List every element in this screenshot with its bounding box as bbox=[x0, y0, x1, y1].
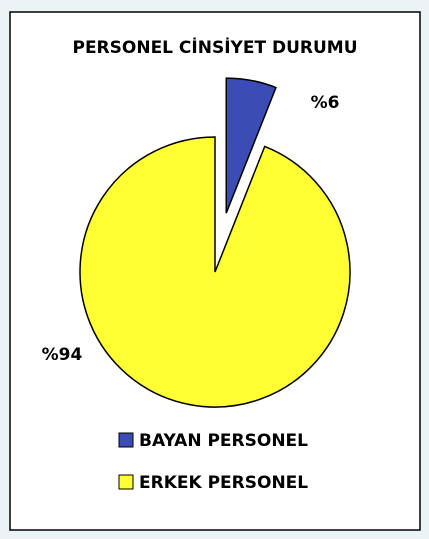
pie-slice bbox=[225, 77, 277, 214]
pie-slice bbox=[79, 136, 351, 408]
legend-label: ERKEK PERSONEL bbox=[139, 473, 308, 493]
chart-title: PERSONEL CİNSİYET DURUMU bbox=[72, 36, 357, 58]
legend-swatch bbox=[118, 432, 134, 448]
legend-label: BAYAN PERSONEL bbox=[139, 431, 308, 451]
data-label: %94 bbox=[42, 345, 83, 365]
legend-swatch bbox=[118, 474, 134, 490]
data-label: %6 bbox=[311, 93, 340, 113]
